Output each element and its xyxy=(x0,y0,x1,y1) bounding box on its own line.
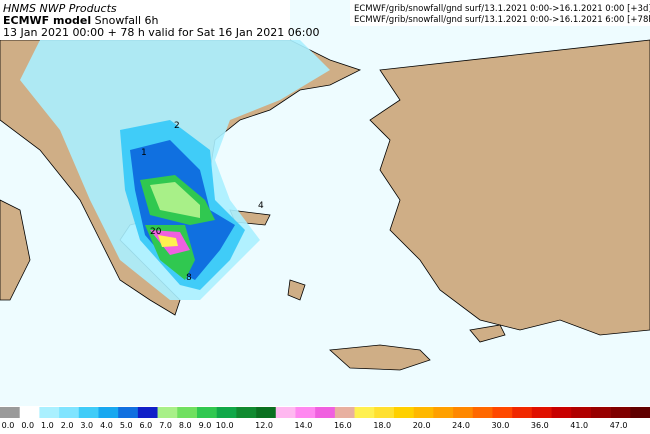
contour-label: 4 xyxy=(258,201,264,211)
colorbar-swatch xyxy=(216,407,237,418)
colorbar-label: 0.0 xyxy=(2,421,15,430)
colorbar-label: 6.0 xyxy=(140,421,153,430)
colorbar-label: 0.0 xyxy=(21,421,34,430)
contour-label: 2 xyxy=(174,121,180,131)
colorbar-swatch xyxy=(571,407,592,418)
colorbar-swatch xyxy=(275,407,296,418)
colorbar-label: 18.0 xyxy=(373,421,391,430)
colorbar-swatch xyxy=(295,407,316,418)
colorbar-label: 36.0 xyxy=(531,421,549,430)
colorbar-label: 1.0 xyxy=(41,421,54,430)
colorbar-label: 20.0 xyxy=(413,421,431,430)
header-line: ECMWF model Snowfall 6h xyxy=(3,14,159,27)
colorbar: 0.0 0.0 1.0 2.0 3.0 4.0 5.0 6.0 7.0 8.0 9.0 10.0 12.… xyxy=(0,407,650,430)
colorbar-label: 9.0 xyxy=(199,421,212,430)
colorbar-swatch xyxy=(551,407,572,418)
header-line: 13 Jan 2021 00:00 + 78 h valid for Sat 1… xyxy=(3,26,319,39)
contour-label: 20 xyxy=(150,227,162,237)
colorbar-swatch xyxy=(177,407,198,418)
colorbar-label: 47.0 xyxy=(610,421,628,430)
header-box xyxy=(0,0,290,40)
colorbar-swatch xyxy=(118,407,139,418)
header-line: HNMS NWP Products xyxy=(3,2,117,15)
colorbar-label: 30.0 xyxy=(492,421,510,430)
model: ECMWF model xyxy=(3,14,91,27)
colorbar-swatch xyxy=(531,407,552,418)
colorbar-label: 14.0 xyxy=(295,421,313,430)
colorbar-label: 3.0 xyxy=(80,421,93,430)
colorbar-swatch xyxy=(137,407,158,418)
colorbar-swatch xyxy=(39,407,60,418)
colorbar-swatch xyxy=(413,407,434,418)
contour-label: 1 xyxy=(141,148,147,158)
product: Snowfall 6h xyxy=(95,14,159,27)
info-box xyxy=(350,0,650,26)
info-line: ECMWF/grib/snowfall/gnd surf/13.1.2021 0… xyxy=(354,4,650,14)
colorbar-swatch xyxy=(59,407,80,418)
info-line: ECMWF/grib/snowfall/gnd surf/13.1.2021 0… xyxy=(354,15,650,25)
colorbar-swatch xyxy=(433,407,454,418)
colorbar-label: 12.0 xyxy=(255,421,273,430)
colorbar-swatch xyxy=(236,407,257,418)
colorbar-swatch xyxy=(78,407,99,418)
colorbar-swatch xyxy=(157,407,178,418)
colorbar-swatch xyxy=(256,407,277,418)
colorbar-swatch xyxy=(630,407,650,418)
snow-area xyxy=(20,40,330,300)
contour-label: 8 xyxy=(186,273,192,283)
colorbar-swatch xyxy=(472,407,493,418)
colorbar-swatch xyxy=(393,407,414,418)
colorbar-swatch xyxy=(374,407,395,418)
colorbar-label: 10.0 xyxy=(216,421,234,430)
colorbar-label: 41.0 xyxy=(570,421,588,430)
colorbar-label: 16.0 xyxy=(334,421,352,430)
colorbar-swatch xyxy=(590,407,611,418)
colorbar-label: 4.0 xyxy=(100,421,113,430)
colorbar-swatch xyxy=(492,407,513,418)
colorbar-swatch xyxy=(354,407,375,418)
colorbar-swatch xyxy=(0,407,20,418)
colorbar-swatch xyxy=(610,407,631,418)
colorbar-label: 24.0 xyxy=(452,421,470,430)
colorbar-swatch xyxy=(315,407,336,418)
colorbar-swatch xyxy=(453,407,474,418)
colorbar-label: 5.0 xyxy=(120,421,133,430)
colorbar-label: 8.0 xyxy=(179,421,192,430)
colorbar-label: 2.0 xyxy=(61,421,74,430)
colorbar-swatch xyxy=(19,407,40,418)
colorbar-swatch xyxy=(334,407,355,418)
colorbar-swatch xyxy=(512,407,533,418)
colorbar-swatch xyxy=(196,407,217,418)
colorbar-swatch xyxy=(98,407,119,418)
colorbar-label: 7.0 xyxy=(159,421,172,430)
